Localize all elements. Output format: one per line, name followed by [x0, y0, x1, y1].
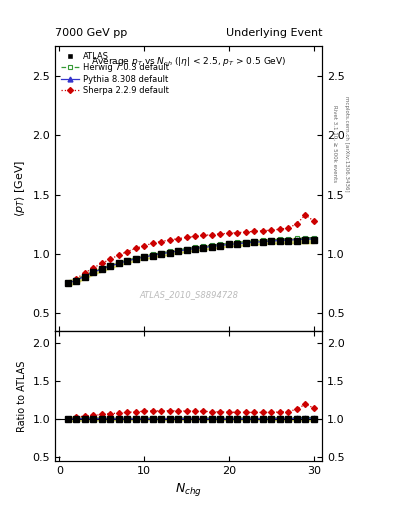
Y-axis label: Ratio to ATLAS: Ratio to ATLAS	[17, 360, 27, 432]
Text: 7000 GeV pp: 7000 GeV pp	[55, 28, 127, 38]
Y-axis label: $\langle p_T \rangle$ [GeV]: $\langle p_T \rangle$ [GeV]	[13, 160, 27, 217]
Text: ATLAS_2010_S8894728: ATLAS_2010_S8894728	[139, 290, 238, 298]
X-axis label: $N_{chg}$: $N_{chg}$	[175, 481, 202, 498]
Text: mcplots.cern.ch [arXiv:1306.3436]: mcplots.cern.ch [arXiv:1306.3436]	[344, 96, 349, 191]
Text: Rivet 3.1.10, ≥ 500k events: Rivet 3.1.10, ≥ 500k events	[332, 105, 337, 182]
Text: Underlying Event: Underlying Event	[226, 28, 322, 38]
Legend: ATLAS, Herwig 7.0.3 default, Pythia 8.308 default, Sherpa 2.2.9 default: ATLAS, Herwig 7.0.3 default, Pythia 8.30…	[57, 49, 173, 99]
Text: Average $p_T$ vs $N_{ch}$ ($|\eta|$ < 2.5, $p_T$ > 0.5 GeV): Average $p_T$ vs $N_{ch}$ ($|\eta|$ < 2.…	[91, 55, 286, 68]
